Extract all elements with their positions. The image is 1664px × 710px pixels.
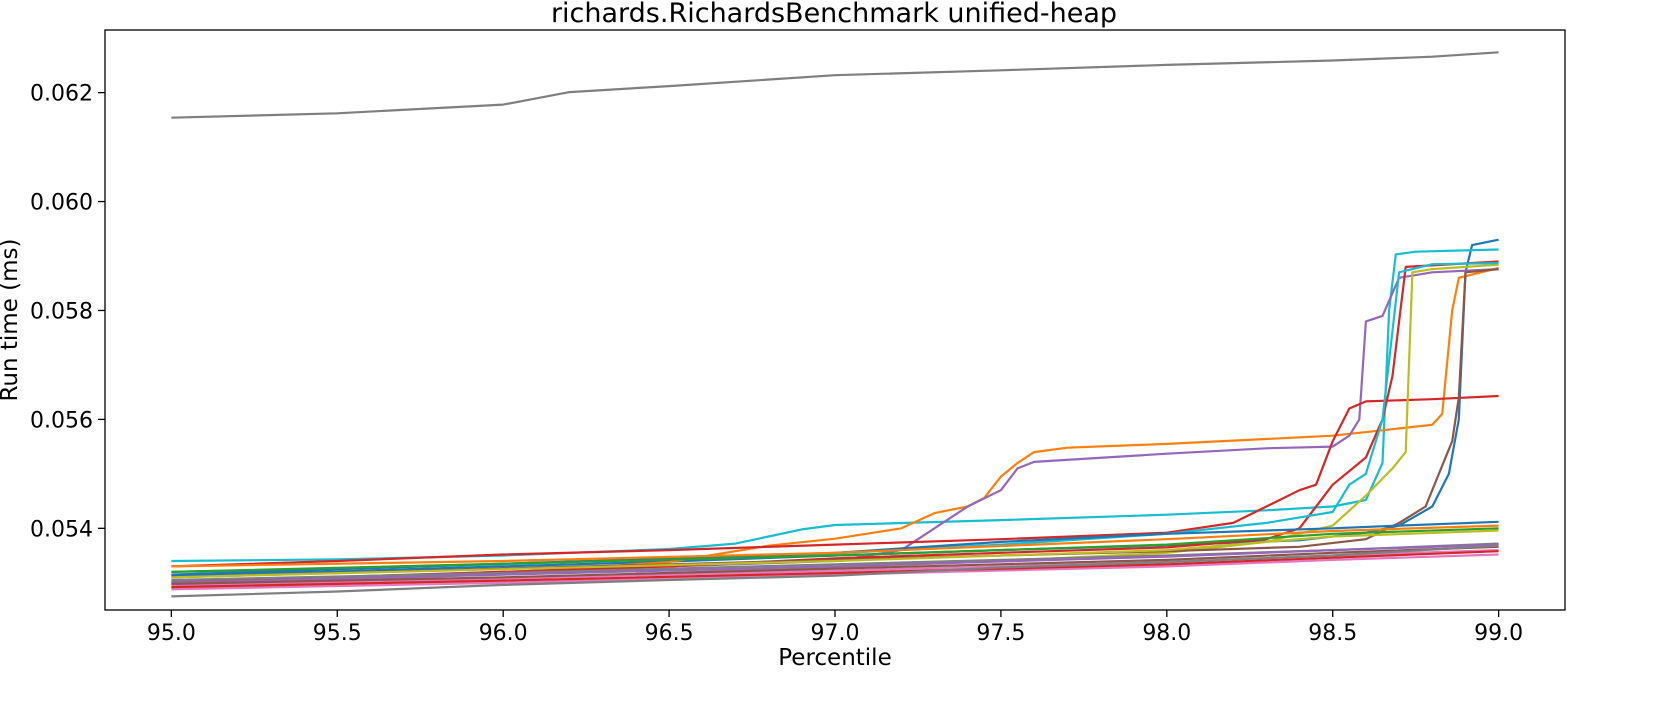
series-line-6 bbox=[171, 394, 1499, 568]
series-line-19 bbox=[171, 545, 1499, 585]
x-tick-label: 95.5 bbox=[313, 621, 362, 646]
y-tick-label: 0.058 bbox=[30, 299, 93, 324]
x-tick-label: 96.5 bbox=[645, 621, 694, 646]
x-axis-label: Percentile bbox=[778, 645, 891, 671]
series-line-15 bbox=[171, 553, 1499, 591]
series-line-13 bbox=[171, 527, 1499, 573]
series-line-10 bbox=[171, 268, 1499, 579]
x-tick-label: 95.0 bbox=[147, 621, 196, 646]
series-layer bbox=[171, 51, 1499, 598]
x-axis: 95.0 95.5 96.0 96.5 97.0 97.5 98.0 98.5 99.0 bbox=[147, 610, 1523, 646]
series-line-21 bbox=[171, 544, 1499, 598]
y-axis-label: Run time (ms) bbox=[0, 238, 23, 401]
y-axis: 0.054 0.056 0.058 0.060 0.062 bbox=[30, 82, 105, 542]
x-tick-label: 97.0 bbox=[811, 621, 860, 646]
series-line-14 bbox=[171, 529, 1499, 579]
y-tick-label: 0.056 bbox=[30, 408, 93, 433]
x-tick-label: 96.0 bbox=[479, 621, 528, 646]
series-line-18 bbox=[171, 543, 1499, 584]
y-tick-label: 0.054 bbox=[30, 517, 93, 542]
plot-frame bbox=[104, 29, 1566, 611]
y-tick-label: 0.060 bbox=[30, 191, 93, 216]
x-tick-label: 98.0 bbox=[1142, 621, 1191, 646]
x-tick-label: 97.5 bbox=[976, 621, 1025, 646]
series-line-12 bbox=[171, 524, 1499, 568]
x-tick-label: 99.0 bbox=[1474, 621, 1523, 646]
series-line-3 bbox=[171, 248, 1499, 563]
series-line-20 bbox=[171, 550, 1499, 589]
y-tick-label: 0.062 bbox=[30, 82, 93, 107]
chart-title: richards.RichardsBenchmark unified-heap bbox=[551, 0, 1117, 29]
x-tick-label: 98.5 bbox=[1308, 621, 1357, 646]
series-line-1 bbox=[171, 51, 1499, 119]
